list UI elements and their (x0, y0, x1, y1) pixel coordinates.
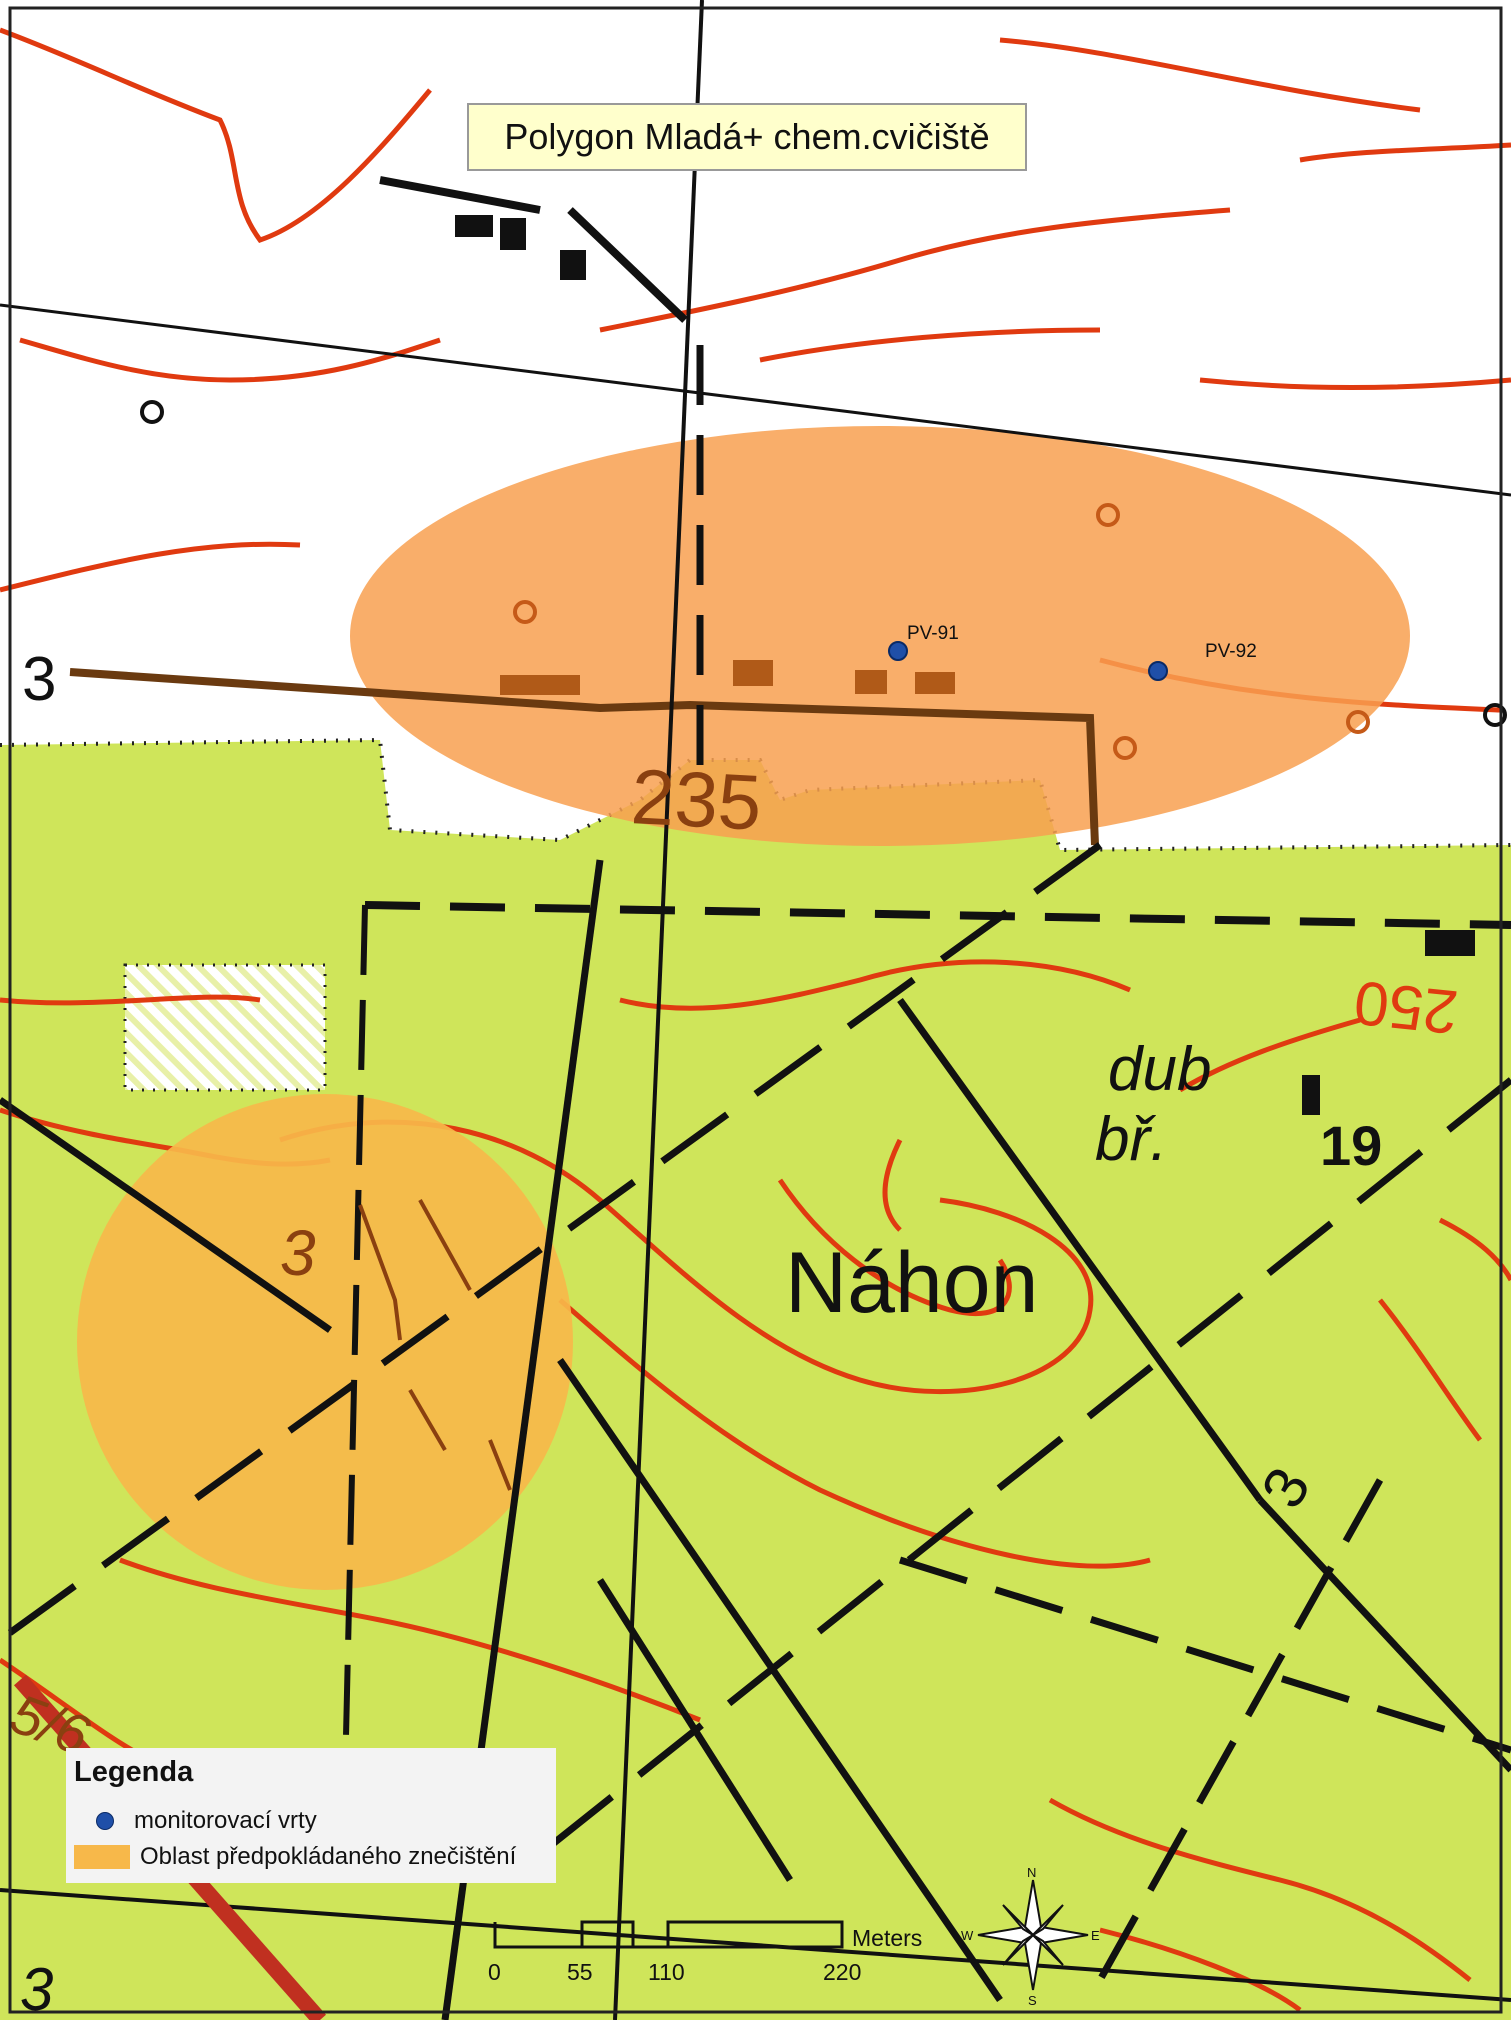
pollution-area-circle (77, 1094, 573, 1590)
label-br: bř. (1095, 1105, 1167, 1174)
label-nahon: Náhon (785, 1235, 1038, 1331)
pollution-swatch-icon (74, 1845, 130, 1869)
label-number-3-left: 3 (22, 645, 56, 714)
symbol-trees (140, 400, 1507, 727)
label-num-19: 19 (1320, 1114, 1382, 1177)
label-dub: dub (1108, 1035, 1211, 1104)
well-label: PV-92 (1205, 641, 1257, 662)
embankment-hachures (358, 1199, 512, 1491)
legend-item-wells: monitorovací vrty (74, 1803, 548, 1839)
compass-rose-icon: N S E W (961, 1865, 1100, 2008)
well-pv-92[interactable]: PV-92 (1148, 641, 1257, 681)
buildings (455, 215, 1475, 1115)
legend: Legenda monitorovací vrty Oblast předpok… (66, 1748, 556, 1883)
forest-area (0, 740, 1511, 2020)
legend-title: Legenda (74, 1756, 194, 1788)
scale-tick-110: 110 (648, 1959, 685, 1985)
scale-tick-55: 55 (567, 1959, 593, 1985)
compass-e: E (1091, 1928, 1100, 1943)
label-number-3-bottom: 3 (20, 1956, 53, 2020)
label-number-3-center: 3 (280, 1217, 316, 1289)
scale-tick-220: 220 (823, 1959, 861, 1985)
scale-tick-0: 0 (488, 1959, 501, 1985)
legend-item-label: Oblast předpokládaného znečištění (140, 1843, 517, 1870)
well-marker-icon (96, 1812, 114, 1830)
well-pv-91[interactable]: PV-91 (888, 623, 959, 661)
hatched-clearing (123, 963, 327, 1092)
well-label: PV-91 (907, 623, 959, 644)
label-elevation-235: 235 (629, 752, 764, 847)
buildings-in-area (500, 660, 955, 695)
compass-w: W (961, 1928, 974, 1943)
scale-bar (493, 1920, 844, 1949)
map-frame (8, 6, 1503, 2014)
label-elevation-250: 250 (1351, 967, 1461, 1046)
pollution-area-ellipse (350, 426, 1410, 846)
compass-s: S (1028, 1993, 1037, 2008)
map-title: Polygon Mladá+ chem.cvičiště (467, 103, 1027, 171)
compass-n: N (1027, 1865, 1036, 1880)
symbol-circles (513, 503, 1370, 760)
scale-unit: Meters (852, 1925, 922, 1951)
legend-item-label: monitorovací vrty (134, 1807, 317, 1834)
legend-item-pollution: Oblast předpokládaného znečištění (74, 1839, 548, 1875)
